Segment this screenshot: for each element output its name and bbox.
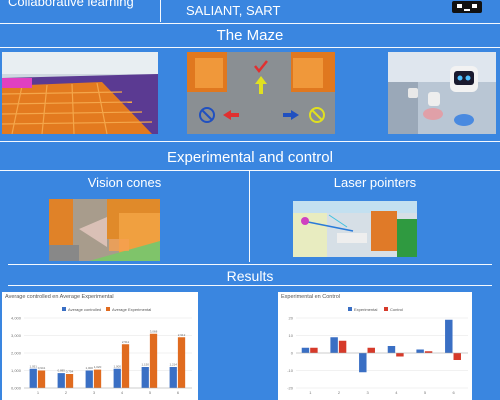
maze-heading: The Maze [216, 27, 284, 44]
y-tick-label-5: 0,000 [11, 386, 22, 391]
chart-experimental-control: Experimental en Control Experimental Cont… [278, 292, 472, 400]
bar-1-1 [301, 347, 310, 353]
bar-2-4 [121, 344, 130, 388]
maze-overview-screenshot [2, 52, 158, 134]
experimental-control-heading: Experimental and control [167, 149, 333, 166]
divider-6 [8, 285, 492, 286]
maze-icons-screenshot [187, 52, 335, 134]
data-label-1-2: 0,885 [57, 369, 65, 373]
bar-1-1 [29, 368, 37, 388]
bar-1-6 [169, 367, 177, 388]
bar-1-3 [85, 370, 93, 388]
bar-1-4 [387, 346, 396, 353]
x-tick-label-1: 1 [37, 390, 40, 395]
legend-label-1: Average controlled [68, 307, 101, 312]
bar-2-6 [177, 337, 186, 388]
laser-pointers-screenshot [293, 201, 417, 257]
x-tick-label-3: 3 [93, 390, 96, 395]
legend-swatch-1 [62, 307, 66, 311]
data-label-1-4: 1,000 [113, 364, 121, 368]
divider-2 [0, 47, 500, 48]
data-label-1-1: 1,051 [29, 364, 37, 368]
divider-4 [0, 170, 500, 171]
bar-2-5 [149, 333, 158, 388]
bar-2-6 [453, 353, 461, 360]
legend-swatch-2 [384, 307, 388, 311]
y-tick-label-5: -20 [287, 386, 294, 391]
center-divider [249, 170, 250, 262]
y-tick-label-4: 1,000 [11, 368, 22, 373]
bar-2-3 [367, 347, 375, 353]
bar-1-5 [141, 367, 149, 388]
vision-cones-label: Vision cones [87, 175, 162, 190]
y-tick-label-3: 2,000 [11, 351, 22, 356]
chart2-title: Experimental en Control [281, 294, 341, 300]
bar-1-6 [445, 319, 453, 353]
legend-label-2: Average Experimental [112, 307, 151, 312]
y-tick-label-2: 3,000 [11, 333, 22, 338]
y-tick-label-2: 10 [289, 333, 294, 338]
chart1-svg: Average controlled Average Experimental 4,… [11, 307, 192, 395]
y-tick-label-4: -10 [287, 368, 294, 373]
data-label-2-6: 2,912 [178, 333, 186, 337]
data-label-2-1: 0,941 [38, 366, 46, 370]
legend-swatch-2 [106, 307, 110, 311]
vision-cones-screenshot [49, 199, 160, 261]
data-label-2-4: 2,511 [122, 340, 130, 344]
results-heading: Results [226, 268, 274, 284]
bar-2-2 [65, 374, 74, 388]
laser-pointers-label: Laser pointers [333, 175, 417, 190]
data-label-2-5: 3,068 [150, 329, 158, 333]
x-tick-label-6: 6 [177, 390, 180, 395]
bar-2-5 [424, 351, 433, 353]
data-label-1-6: 1,214 [169, 363, 177, 367]
robot-logo-icon [452, 1, 482, 13]
x-tick-label-3: 3 [367, 390, 370, 395]
x-tick-label-4: 4 [395, 390, 398, 395]
y-tick-label-3: 0 [291, 351, 294, 356]
chart1-title: Average controlled en Average Experiment… [5, 294, 114, 300]
bar-1-4 [113, 368, 121, 388]
bar-1-3 [359, 353, 367, 373]
bar-2-4 [396, 353, 404, 357]
chart2-svg: Experimental Control 20 10 0 -10 -20 1 2 3 4 5 6 [287, 307, 468, 395]
bar-2-2 [338, 340, 347, 353]
bar-1-2 [330, 337, 338, 353]
collaborative-learning-title: Collaborative learning [8, 0, 134, 9]
x-tick-label-2: 2 [338, 390, 341, 395]
saliant-sart-title: SALIANT, SART [186, 3, 281, 18]
x-tick-label-4: 4 [121, 390, 124, 395]
data-label-2-2: 0,794 [66, 370, 74, 374]
divider-3 [0, 141, 500, 142]
y-tick-label-1: 4,000 [11, 316, 22, 321]
bar-1-2 [57, 373, 65, 388]
x-tick-label-2: 2 [65, 390, 68, 395]
bar-1-5 [416, 349, 424, 353]
legend-label-1: Experimental [354, 307, 377, 312]
x-tick-label-5: 5 [424, 390, 427, 395]
chart-average-controlled-experimental: Average controlled en Average Experiment… [2, 292, 198, 400]
divider-1 [0, 23, 500, 24]
data-label-2-3: 1,020 [94, 365, 102, 369]
legend-swatch-1 [348, 307, 352, 311]
top-divider [160, 0, 161, 22]
data-label-1-3: 1,000 [85, 366, 93, 370]
bar-2-3 [93, 369, 102, 388]
y-tick-label-1: 20 [289, 316, 294, 321]
bar-2-1 [37, 370, 46, 388]
x-tick-label-1: 1 [309, 390, 312, 395]
data-label-1-5: 1,150 [141, 363, 149, 367]
legend-label-2: Control [390, 307, 403, 312]
x-tick-label-6: 6 [453, 390, 456, 395]
divider-5 [8, 264, 492, 265]
x-tick-label-5: 5 [149, 390, 152, 395]
maze-robot-screenshot [388, 52, 496, 134]
bar-2-1 [310, 347, 318, 353]
